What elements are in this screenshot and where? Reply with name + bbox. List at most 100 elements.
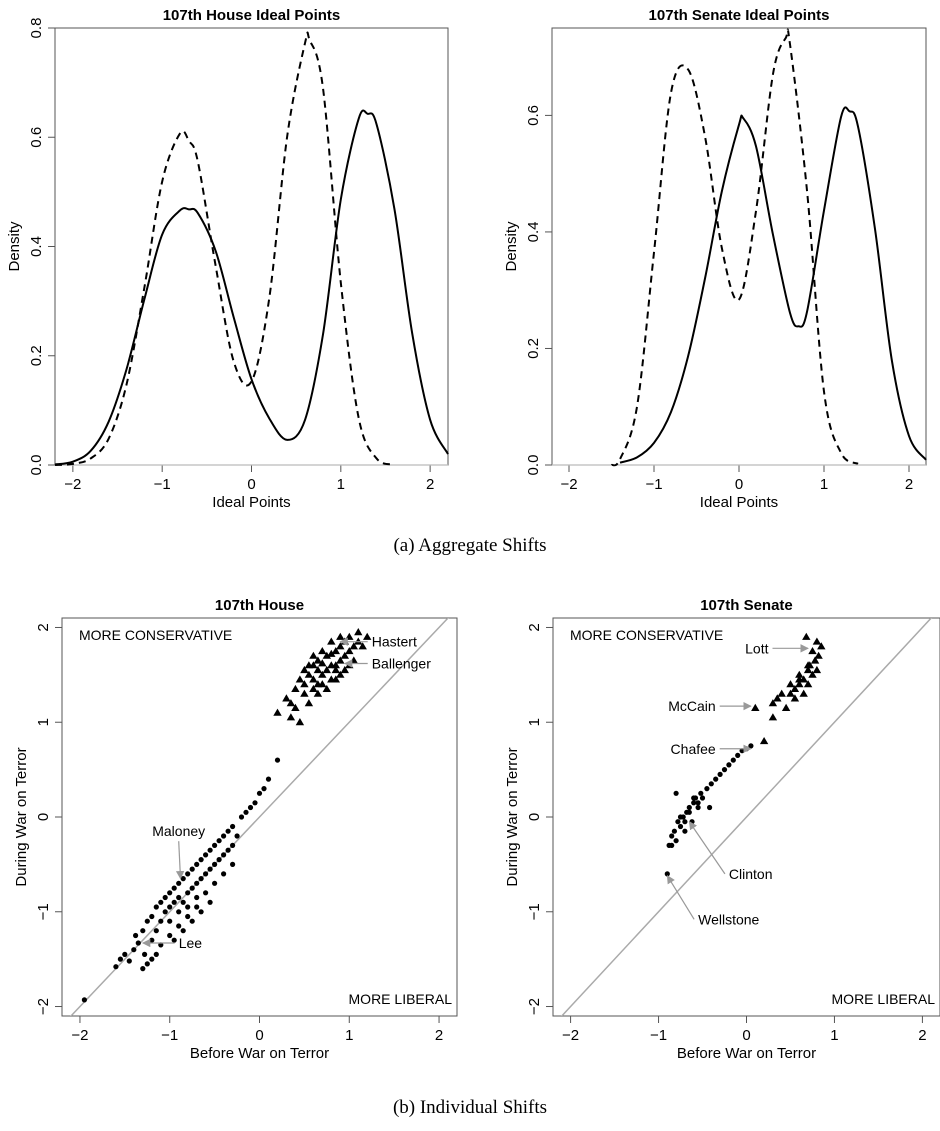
data-point-triangle bbox=[773, 694, 782, 702]
data-point-circle bbox=[207, 847, 213, 853]
data-point-circle bbox=[212, 861, 218, 868]
data-point-circle bbox=[176, 880, 182, 886]
data-point-circle bbox=[708, 781, 714, 787]
plot-frame bbox=[54, 27, 449, 466]
annotation-arrow bbox=[666, 875, 695, 920]
data-point-triangle bbox=[358, 642, 367, 650]
data-point-triangle bbox=[309, 675, 318, 683]
diagonal-reference-line bbox=[69, 618, 450, 1016]
data-point-triangle bbox=[282, 694, 291, 702]
house-density-panel: 107th House Ideal Points −2 −1 0 1 2 0.0 0.2 0.4… bbox=[6, 7, 449, 511]
x-tick-label: −1 bbox=[154, 476, 171, 493]
data-point-circle bbox=[721, 767, 728, 773]
data-point-circle bbox=[176, 894, 182, 901]
data-point-triangle bbox=[300, 665, 309, 674]
data-point-circle bbox=[167, 904, 173, 910]
chart-title: 107th House bbox=[215, 597, 304, 614]
data-point-triangle bbox=[313, 665, 323, 674]
y-tick-label: 2 bbox=[35, 623, 52, 631]
annotation-label: Lee bbox=[179, 935, 203, 951]
data-point-triangle bbox=[313, 689, 323, 697]
corner-label-conservative: MORE CONSERVATIVE bbox=[79, 627, 232, 643]
data-point-triangle bbox=[273, 708, 282, 716]
data-point-triangle bbox=[786, 689, 795, 697]
data-point-circle bbox=[252, 800, 258, 806]
y-axis-label: During War on Terror bbox=[504, 747, 521, 886]
data-point-triangle bbox=[808, 670, 817, 678]
data-point-circle bbox=[185, 890, 191, 896]
data-point-circle bbox=[234, 833, 240, 839]
data-point-circle bbox=[167, 890, 173, 896]
data-point-triangle bbox=[331, 665, 340, 674]
data-point-triangle bbox=[291, 703, 300, 711]
data-point-triangle bbox=[808, 647, 817, 655]
x-tick-label: 1 bbox=[820, 476, 828, 493]
data-point-triangle bbox=[291, 684, 300, 692]
data-point-circle bbox=[669, 842, 675, 849]
data-point-triangle bbox=[318, 647, 327, 655]
annotation-arrow bbox=[688, 821, 726, 875]
data-point-circle bbox=[162, 909, 168, 915]
diagonal-reference-line bbox=[560, 618, 933, 1016]
data-point-circle bbox=[247, 804, 254, 811]
data-point-circle bbox=[748, 743, 754, 749]
annotation-label: McCain bbox=[668, 698, 715, 714]
density-curve-dashed bbox=[610, 28, 859, 467]
y-tick-label: 0.4 bbox=[525, 222, 542, 243]
data-point-triangle bbox=[802, 632, 811, 640]
data-point-circle bbox=[158, 918, 164, 924]
data-point-triangle bbox=[812, 637, 822, 645]
caption-aggregate-shifts: (a) Aggregate Shifts bbox=[393, 535, 546, 556]
data-point-triangle bbox=[322, 651, 331, 659]
data-point-triangle bbox=[318, 659, 327, 667]
x-axis-label: Ideal Points bbox=[700, 494, 778, 511]
x-tick-label: 0 bbox=[247, 476, 255, 493]
data-point-triangle bbox=[286, 699, 296, 707]
plot-frame bbox=[551, 27, 927, 466]
data-point-circle bbox=[230, 842, 236, 849]
corner-label-conservative: MORE CONSERVATIVE bbox=[570, 627, 723, 643]
x-tick-label: −1 bbox=[645, 476, 662, 493]
x-tick-label: 2 bbox=[905, 476, 913, 493]
data-point-circle bbox=[185, 904, 191, 910]
y-axis-label: During War on Terror bbox=[13, 747, 30, 886]
data-point-circle bbox=[194, 861, 200, 868]
data-point-triangle bbox=[817, 642, 826, 650]
data-point-circle bbox=[126, 958, 132, 964]
data-point-triangle bbox=[340, 651, 349, 659]
data-point-triangle bbox=[313, 680, 323, 688]
data-point-triangle bbox=[336, 632, 345, 640]
data-point-triangle bbox=[814, 651, 823, 659]
data-point-circle bbox=[673, 790, 679, 796]
data-point-circle bbox=[149, 937, 155, 943]
data-point-circle bbox=[686, 804, 692, 811]
data-point-triangle bbox=[354, 637, 363, 645]
data-point-circle bbox=[698, 790, 704, 796]
data-point-triangle bbox=[795, 675, 804, 683]
data-point-triangle bbox=[751, 703, 760, 711]
data-point-circle bbox=[225, 828, 231, 834]
data-point-circle bbox=[212, 880, 218, 886]
data-point-triangle bbox=[759, 737, 769, 745]
data-point-circle bbox=[180, 899, 186, 905]
data-point-triangle bbox=[803, 665, 813, 674]
x-tick-label: 2 bbox=[435, 1027, 443, 1044]
data-point-circle bbox=[221, 852, 227, 858]
data-point-circle bbox=[176, 909, 182, 915]
data-point-circle bbox=[113, 964, 119, 970]
x-tick-label: −1 bbox=[161, 1027, 178, 1044]
corner-label-liberal: MORE LIBERAL bbox=[349, 991, 453, 1007]
data-point-triangle bbox=[803, 661, 813, 669]
data-point-triangle bbox=[286, 713, 296, 721]
data-point-circle bbox=[265, 776, 272, 782]
density-curve-dashed bbox=[54, 31, 395, 466]
data-point-triangle bbox=[810, 656, 820, 664]
data-point-triangle bbox=[327, 649, 336, 657]
corner-label-liberal: MORE LIBERAL bbox=[832, 991, 936, 1007]
data-point-circle bbox=[185, 913, 191, 920]
x-tick-label: 2 bbox=[918, 1027, 926, 1044]
annotation-label: Lott bbox=[745, 640, 768, 656]
data-point-triangle bbox=[790, 694, 800, 702]
data-point-circle bbox=[675, 819, 681, 825]
chart-title: 107th Senate Ideal Points bbox=[649, 7, 830, 24]
